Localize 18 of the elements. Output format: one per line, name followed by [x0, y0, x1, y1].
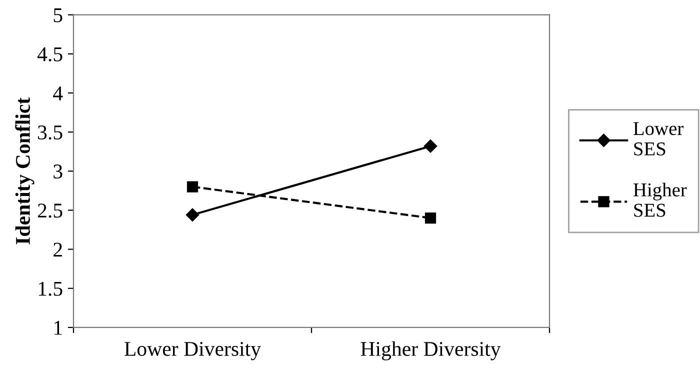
point: [424, 140, 438, 153]
y-tick-label: 2.5: [38, 204, 62, 218]
y-tick-label: 4: [53, 86, 63, 100]
y-tick-label: 2: [54, 242, 62, 257]
y-tick-label: 1.5: [38, 282, 62, 296]
point: [424, 212, 436, 224]
x-tick-label: Higher Diversity: [360, 341, 501, 360]
y-tick-label: 1: [54, 320, 62, 335]
y-tick-label: 4.5: [37, 47, 62, 62]
x-tick-label: Lower Diversity: [124, 342, 261, 360]
y-tick-label: 3.5: [38, 125, 62, 140]
y-axis-title: Identity Conflict: [15, 97, 34, 244]
point: [186, 181, 198, 192]
y-tick-label: 3: [54, 164, 62, 179]
legend-label: Lower SES: [633, 122, 684, 156]
point: [186, 208, 200, 222]
y-tick-label: 5: [54, 8, 62, 22]
legend-label: Higher SES: [633, 182, 687, 217]
